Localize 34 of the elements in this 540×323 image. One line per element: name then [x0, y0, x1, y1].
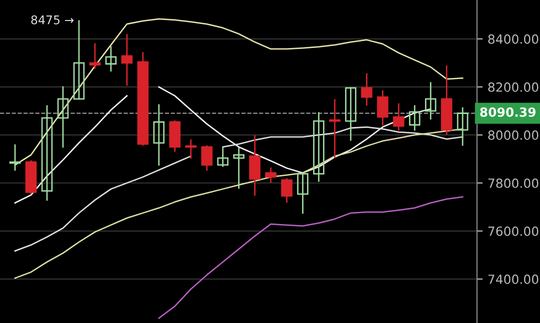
y-tick-label: 8200.00 [488, 82, 538, 92]
y-tick-label: 7800.00 [488, 178, 538, 188]
candlestick [409, 105, 420, 131]
candlestick [153, 104, 165, 166]
candlestick [121, 34, 133, 86]
candlestick [217, 147, 228, 167]
candlestick [105, 46, 117, 72]
candlestick [9, 144, 21, 171]
y-tick-label: 7400.00 [488, 274, 538, 284]
candlestick [456, 107, 468, 146]
candlestick [41, 105, 53, 201]
candlestick [233, 147, 244, 189]
y-tick-label: 8400.00 [488, 34, 538, 44]
y-tick-label: 8000.00 [488, 130, 538, 140]
candlestick [185, 139, 197, 159]
candlestick [377, 90, 388, 126]
annotation: 8475 → [31, 15, 74, 24]
candlestick [89, 43, 101, 69]
candlestick [345, 87, 356, 141]
candlestick [297, 173, 308, 214]
ref-line-label: 8090.39 [480, 107, 536, 117]
y-tick-label: 7600.00 [488, 226, 538, 236]
line-series [158, 196, 464, 319]
candlestick [201, 145, 212, 171]
candlestick [313, 112, 324, 182]
candlestick [281, 178, 292, 203]
candlestick [57, 86, 69, 148]
candlestick [329, 99, 340, 158]
candlestick [393, 103, 404, 131]
candlestick [361, 73, 372, 106]
candlestick [424, 82, 436, 120]
candlestick [249, 135, 260, 196]
candlestick [265, 167, 276, 183]
candlestick [73, 20, 85, 100]
